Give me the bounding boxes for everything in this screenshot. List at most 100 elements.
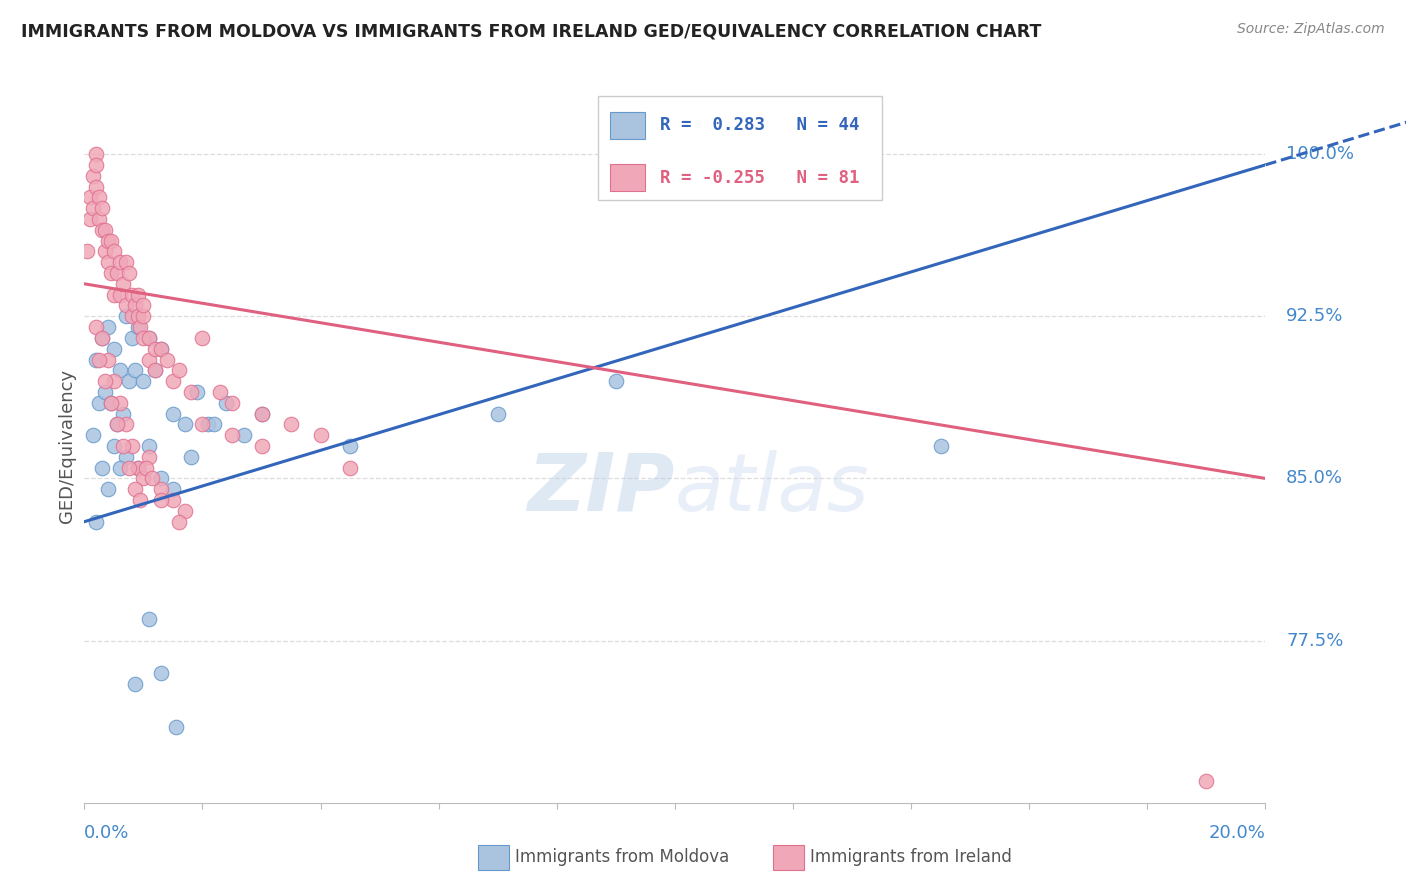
Point xyxy=(150,482,173,496)
Point xyxy=(87,352,111,367)
Point xyxy=(84,147,107,161)
Point xyxy=(929,439,952,453)
Point xyxy=(94,223,117,237)
Text: 0.0%: 0.0% xyxy=(84,824,129,842)
Point xyxy=(280,417,302,432)
Point xyxy=(121,439,143,453)
Point xyxy=(91,223,114,237)
Point xyxy=(127,320,149,334)
Point xyxy=(111,407,134,421)
Point xyxy=(94,244,117,259)
Text: 92.5%: 92.5% xyxy=(1286,307,1344,326)
Point xyxy=(221,396,243,410)
Point xyxy=(202,417,225,432)
Point xyxy=(91,201,114,215)
Point xyxy=(186,384,208,399)
Point xyxy=(103,342,125,356)
Point xyxy=(114,450,136,464)
Point xyxy=(1195,774,1218,789)
Point xyxy=(143,363,166,377)
Point xyxy=(138,331,160,345)
Text: 77.5%: 77.5% xyxy=(1286,632,1344,649)
Point xyxy=(197,417,219,432)
Y-axis label: GED/Equivalency: GED/Equivalency xyxy=(58,369,76,523)
Point xyxy=(209,384,232,399)
Point xyxy=(91,331,114,345)
Point xyxy=(191,331,214,345)
Point xyxy=(339,460,361,475)
Text: 85.0%: 85.0% xyxy=(1286,469,1343,487)
Point xyxy=(138,450,160,464)
Point xyxy=(221,428,243,442)
Point xyxy=(811,179,834,194)
Point xyxy=(82,169,104,183)
Point xyxy=(84,158,107,172)
Point xyxy=(486,407,509,421)
Point xyxy=(118,374,141,388)
Point xyxy=(121,331,143,345)
Point xyxy=(84,179,107,194)
Point xyxy=(150,342,173,356)
Text: IMMIGRANTS FROM MOLDOVA VS IMMIGRANTS FROM IRELAND GED/EQUIVALENCY CORRELATION C: IMMIGRANTS FROM MOLDOVA VS IMMIGRANTS FR… xyxy=(21,22,1042,40)
Text: 100.0%: 100.0% xyxy=(1286,145,1354,163)
Text: R =  0.283   N = 44: R = 0.283 N = 44 xyxy=(659,116,859,134)
Point xyxy=(132,471,155,485)
Point xyxy=(91,460,114,475)
Point xyxy=(180,384,202,399)
Point xyxy=(84,320,107,334)
Point xyxy=(84,352,107,367)
Point xyxy=(124,482,146,496)
Point xyxy=(232,428,254,442)
Point xyxy=(111,277,134,291)
Point xyxy=(162,482,184,496)
Point xyxy=(138,612,160,626)
Point xyxy=(138,331,160,345)
Point xyxy=(162,493,184,508)
Point xyxy=(118,460,141,475)
Point xyxy=(103,374,125,388)
Point xyxy=(114,255,136,269)
Point xyxy=(129,320,152,334)
Point xyxy=(124,677,146,691)
Point xyxy=(87,190,111,204)
Text: ZIP: ZIP xyxy=(527,450,675,528)
Point xyxy=(121,287,143,301)
Point xyxy=(103,244,125,259)
Point xyxy=(105,417,128,432)
Point xyxy=(100,396,122,410)
Point xyxy=(108,396,131,410)
Point xyxy=(132,374,155,388)
FancyBboxPatch shape xyxy=(598,96,882,200)
Point xyxy=(118,266,141,280)
Point xyxy=(97,234,120,248)
Point xyxy=(124,363,146,377)
Point xyxy=(105,417,128,432)
Point xyxy=(97,482,120,496)
Point xyxy=(138,439,160,453)
Point xyxy=(91,331,114,345)
Point xyxy=(121,310,143,324)
Text: R = -0.255   N = 81: R = -0.255 N = 81 xyxy=(659,169,859,186)
Point xyxy=(82,201,104,215)
FancyBboxPatch shape xyxy=(610,164,645,191)
Point xyxy=(100,266,122,280)
Point xyxy=(105,266,128,280)
Point xyxy=(94,384,117,399)
Point xyxy=(108,287,131,301)
Point xyxy=(339,439,361,453)
Point xyxy=(167,363,190,377)
Point xyxy=(191,417,214,432)
Point xyxy=(79,190,101,204)
Point xyxy=(138,352,160,367)
Point xyxy=(103,287,125,301)
Point xyxy=(150,471,173,485)
Point xyxy=(132,298,155,312)
Point xyxy=(97,352,120,367)
Point xyxy=(82,428,104,442)
Point xyxy=(250,407,273,421)
Point xyxy=(150,493,173,508)
Point xyxy=(132,331,155,345)
Point xyxy=(605,374,627,388)
Point xyxy=(76,244,98,259)
Point xyxy=(162,407,184,421)
